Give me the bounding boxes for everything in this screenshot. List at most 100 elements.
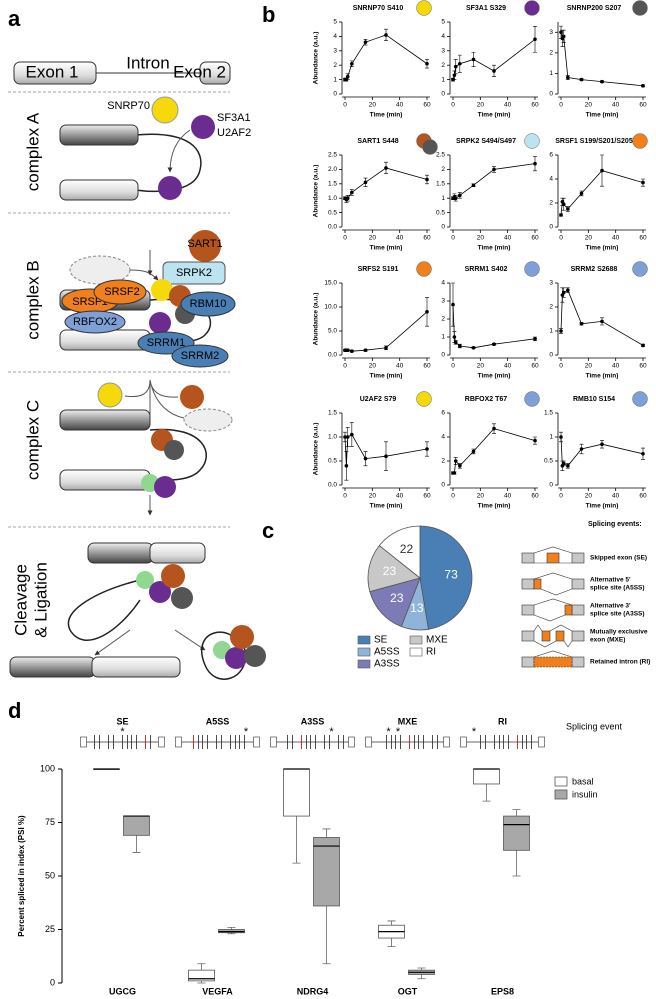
legend-swatch (357, 647, 371, 657)
label: SRRM1 (147, 337, 186, 349)
data-point (384, 33, 388, 37)
y-tick-label: 4 (441, 434, 445, 441)
marker-dot (632, 0, 648, 16)
x-tick-label: 60 (423, 493, 431, 500)
data-point (343, 435, 347, 439)
exon (13, 61, 97, 85)
data-point (363, 40, 368, 44)
exon (87, 542, 154, 564)
annotation: * (120, 726, 125, 738)
x-tick-label: 40 (504, 235, 512, 242)
pie-slice (378, 525, 421, 579)
protein (64, 310, 126, 334)
y-tick-label: 5.0 (328, 328, 337, 335)
series-line (560, 32, 644, 87)
protein (244, 645, 266, 667)
x-tick-label: 60 (423, 102, 431, 109)
x-tick-label: 60 (423, 363, 431, 370)
data-point (471, 346, 476, 350)
series-line (345, 311, 428, 352)
box (283, 768, 310, 817)
marker-dot (422, 139, 438, 155)
y-tick-label: 2 (549, 200, 553, 207)
chart-title: RMB10 S154 (573, 396, 615, 403)
x-tick-label: 0 (559, 363, 563, 370)
exon (546, 552, 560, 564)
data-point (566, 464, 570, 468)
whisker (197, 963, 206, 984)
event-label: RI (498, 716, 507, 726)
y-tick-label: 2.5 (328, 152, 337, 159)
y-tick-label: 0 (549, 482, 553, 489)
protein (149, 581, 171, 603)
x-tick-label: 20 (477, 235, 485, 242)
protein (162, 261, 226, 285)
whisker (387, 920, 396, 948)
protein (183, 408, 233, 432)
data-point (559, 30, 563, 35)
data-point (561, 34, 566, 39)
y-tick-label: 0 (549, 352, 553, 359)
y-tick-label: 1 (549, 70, 553, 77)
y-axis-label: Abundance (a.u.) (313, 32, 320, 85)
y-tick-label: 1.0 (328, 195, 337, 202)
protein (230, 625, 254, 649)
line-chart: SNRNP70 S410 0 1 2 3 4 5 0 20 40 60 Time (min) Abund… (313, 0, 432, 119)
x-tick-label: EPS8 (491, 986, 514, 996)
x-tick-label: 20 (369, 102, 377, 109)
chart-title: RBFOX2 T67 (465, 396, 508, 403)
x-tick-label: 0 (559, 493, 563, 500)
arrow (167, 129, 191, 173)
junction (533, 624, 573, 648)
slice-label: 13 (410, 601, 424, 615)
event-label: A5SS (206, 716, 230, 726)
data-point (458, 464, 462, 468)
data-point (559, 329, 563, 333)
x-tick-label: 40 (396, 493, 404, 500)
event-label: Alternative 5' (590, 577, 631, 584)
exon (541, 630, 551, 642)
x-axis-label: Time (min) (586, 373, 619, 380)
data-point (345, 348, 350, 353)
gene-exon (80, 736, 87, 748)
protein (93, 279, 147, 305)
event-label: splice site (A5SS) (590, 585, 645, 592)
legend-label: insulin (572, 789, 598, 799)
arrow (124, 379, 185, 419)
data-point (641, 452, 645, 456)
legend-label: A3SS (374, 659, 400, 670)
marker-dot (416, 261, 432, 277)
x-tick-label: 0 (451, 235, 455, 242)
y-tick-label: 3 (441, 298, 445, 305)
panel-label: a (8, 6, 21, 31)
box (503, 815, 530, 851)
panel-label: b (262, 2, 275, 27)
data-point (384, 166, 388, 170)
pie-slice (369, 577, 421, 628)
pie-slice (419, 525, 473, 630)
x-tick-label: 20 (585, 102, 593, 109)
exon (571, 604, 585, 616)
data-point (492, 342, 496, 347)
chart-title: SRPK2 S494/S497 (456, 138, 516, 145)
data-point (641, 83, 645, 88)
x-tick-label: 20 (585, 363, 593, 370)
protein (180, 291, 236, 317)
x-tick-label: 60 (531, 363, 539, 370)
line-chart: SART1 S448 0.0 0.5 1.0 1.5 2.0 2.5 0 20 40 60 Time … (313, 133, 438, 252)
x-tick-label: NDRG4 (297, 986, 329, 996)
data-point (363, 456, 368, 461)
data-point (345, 435, 350, 439)
x-tick-label: 60 (531, 493, 539, 500)
y-tick-label: 0.5 (436, 209, 445, 216)
legend-label: A5SS (374, 647, 400, 658)
x-tick-label: 40 (612, 363, 620, 370)
gene-exon (158, 736, 165, 748)
data-point (425, 310, 429, 314)
data-point (345, 74, 350, 79)
legend-swatch (554, 789, 568, 800)
y-tick-label: 1.0 (328, 434, 337, 441)
y-tick-label: 25 (45, 924, 55, 934)
exon (521, 552, 535, 564)
x-tick-label: 60 (639, 102, 647, 109)
